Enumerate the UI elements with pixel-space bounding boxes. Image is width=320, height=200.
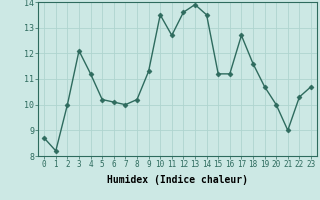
X-axis label: Humidex (Indice chaleur): Humidex (Indice chaleur) (107, 175, 248, 185)
